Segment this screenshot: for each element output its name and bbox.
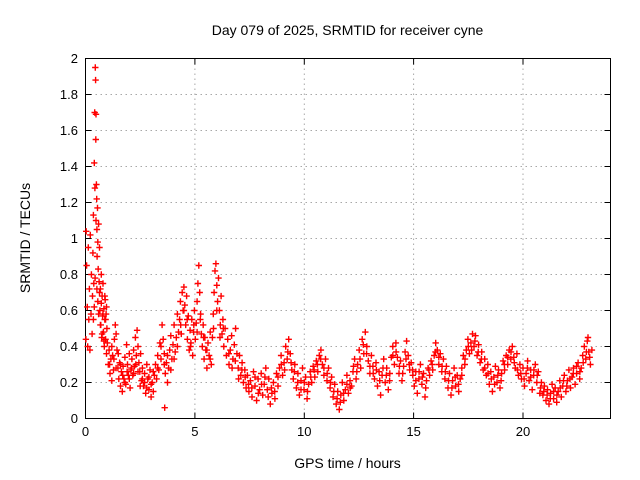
chart-title: Day 079 of 2025, SRMTID for receiver cyn… [211, 22, 484, 38]
y-tick-label: 0.4 [59, 338, 78, 354]
x-tick-label: 20 [515, 424, 531, 439]
y-tick-label: 0.2 [59, 374, 78, 390]
y-tick-label: 0.8 [59, 266, 78, 282]
y-tick-label: 1.4 [59, 158, 78, 174]
grid-lines [85, 58, 611, 419]
x-tick-label: 10 [297, 424, 312, 439]
y-tick-label: 1.8 [59, 86, 78, 102]
y-tick-label: 1.2 [59, 194, 78, 210]
x-tick-label: 0 [81, 424, 90, 439]
y-tick-label: 0 [70, 410, 78, 426]
x-tick-label: 15 [406, 424, 421, 439]
x-axis-label: GPS time / hours [294, 455, 401, 471]
y-tick-label: 2 [70, 50, 78, 66]
y-tick-label: 1.6 [59, 122, 78, 138]
y-tick-label: 0.6 [59, 302, 78, 318]
plot-border [85, 58, 611, 419]
x-tick-label: 5 [191, 424, 199, 439]
data-points [82, 64, 596, 413]
y-axis-label: SRMTID / TECUs [17, 182, 33, 294]
y-tick-label: 1 [70, 230, 78, 246]
